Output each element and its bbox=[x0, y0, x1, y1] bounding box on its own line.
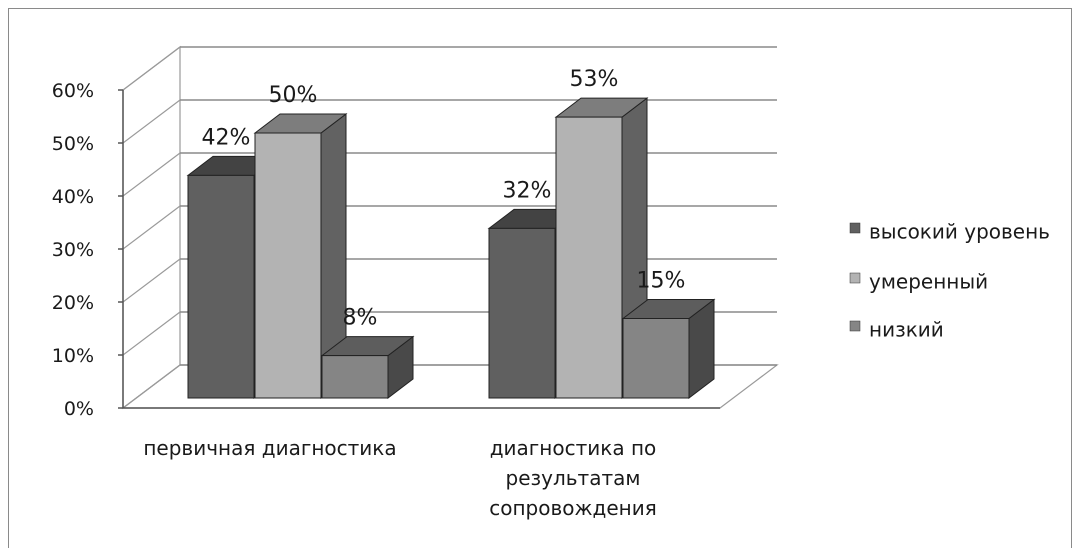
y-tick-label: 20% bbox=[52, 292, 94, 314]
legend-swatch bbox=[849, 320, 861, 332]
y-tick-label: 40% bbox=[52, 186, 94, 208]
bar bbox=[254, 132, 322, 399]
data-label: 15% bbox=[637, 269, 686, 294]
x-category-label: первичная диагностика bbox=[143, 436, 396, 460]
chart-frame bbox=[8, 8, 1072, 548]
gridline-side bbox=[122, 99, 181, 144]
y-tick-label: 30% bbox=[52, 239, 94, 261]
gridline-side bbox=[122, 152, 181, 197]
gridline-side bbox=[122, 205, 181, 250]
legend-item-label: высокий уровень bbox=[869, 220, 1050, 244]
gridline-side bbox=[122, 46, 181, 91]
legend-swatch bbox=[849, 222, 861, 234]
data-label: 8% bbox=[343, 306, 378, 331]
bar bbox=[187, 174, 255, 399]
x-category-label: диагностика по bbox=[490, 436, 657, 460]
data-label: 53% bbox=[570, 67, 619, 92]
bar bbox=[622, 318, 690, 399]
y-tick-label: 50% bbox=[52, 133, 94, 155]
gridline-side bbox=[122, 364, 181, 409]
bar bbox=[488, 227, 556, 399]
x-category-label: сопровождения bbox=[489, 496, 657, 520]
legend-item-label: умеренный bbox=[869, 270, 988, 294]
x-category-label: результатам bbox=[506, 466, 641, 490]
y-tick-label: 60% bbox=[52, 80, 94, 102]
bar bbox=[321, 355, 389, 399]
gridline-side bbox=[122, 311, 181, 356]
legend-swatch bbox=[849, 272, 861, 284]
y-tick-label: 10% bbox=[52, 345, 94, 367]
data-label: 32% bbox=[503, 178, 552, 203]
data-label: 42% bbox=[202, 125, 251, 150]
legend-item-label: низкий bbox=[869, 318, 944, 342]
y-tick-label: 0% bbox=[64, 398, 94, 420]
data-label: 50% bbox=[269, 83, 318, 108]
gridline-side bbox=[122, 258, 181, 303]
bar bbox=[555, 116, 623, 399]
